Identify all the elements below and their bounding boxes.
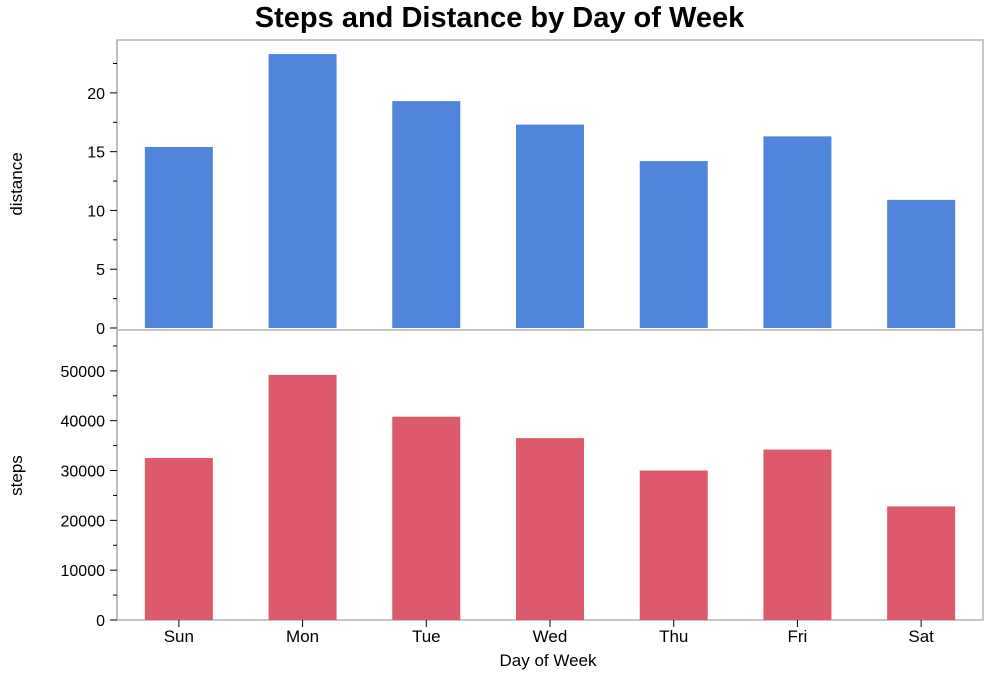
y-tick-label: 10000 xyxy=(61,563,106,580)
x-tick-label-sun: Sun xyxy=(164,627,194,646)
x-tick-label-sat: Sat xyxy=(908,627,934,646)
steps-bar-mon xyxy=(268,374,337,620)
y-tick-label: 50000 xyxy=(61,364,106,381)
steps-axis-label: steps xyxy=(7,455,26,496)
x-axis-label: Day of Week xyxy=(499,651,597,670)
x-tick-label-fri: Fri xyxy=(788,627,808,646)
steps-bar-tue xyxy=(392,416,461,620)
y-tick-label: 0 xyxy=(96,613,105,630)
y-tick-label: 40000 xyxy=(61,414,106,431)
y-tick-label: 15 xyxy=(87,145,105,162)
steps-bar-sun xyxy=(144,458,213,620)
y-tick-label: 10 xyxy=(87,203,105,220)
y-tick-label: 20 xyxy=(87,86,105,103)
distance-bar-fri xyxy=(763,136,832,328)
steps-bar-fri xyxy=(763,449,832,620)
distance-bar-mon xyxy=(268,54,337,329)
distance-bar-sat xyxy=(887,199,956,328)
y-tick-label: 30000 xyxy=(61,464,106,481)
x-tick-label-wed: Wed xyxy=(533,627,568,646)
steps-bar-thu xyxy=(639,470,708,620)
panel-distance: 0 5 10 15 20 distance xyxy=(7,40,956,338)
distance-axis-label: distance xyxy=(7,152,26,215)
x-tick-label-mon: Mon xyxy=(286,627,319,646)
y-tick-label: 0 xyxy=(96,321,105,338)
steps-bar-sat xyxy=(887,506,956,620)
y-tick-label: 5 xyxy=(96,262,105,279)
distance-bar-thu xyxy=(639,161,708,328)
panels-group: 0 5 10 15 20 distance 0 10000 20000 30000 40000 500… xyxy=(7,40,956,630)
distance-bar-tue xyxy=(392,101,461,329)
x-tick-label-tue: Tue xyxy=(412,627,441,646)
panel-steps: 0 10000 20000 30000 40000 50000 steps xyxy=(7,331,956,630)
x-tick-label-thu: Thu xyxy=(659,627,688,646)
distance-bar-wed xyxy=(516,124,584,328)
x-axis: Sun Mon Tue Wed Thu Fri Sat xyxy=(164,620,934,646)
chart-title: Steps and Distance by Day of Week xyxy=(254,2,745,34)
y-tick-label: 20000 xyxy=(61,513,106,530)
steps-bar-wed xyxy=(516,438,584,620)
distance-bar-sun xyxy=(144,146,213,328)
